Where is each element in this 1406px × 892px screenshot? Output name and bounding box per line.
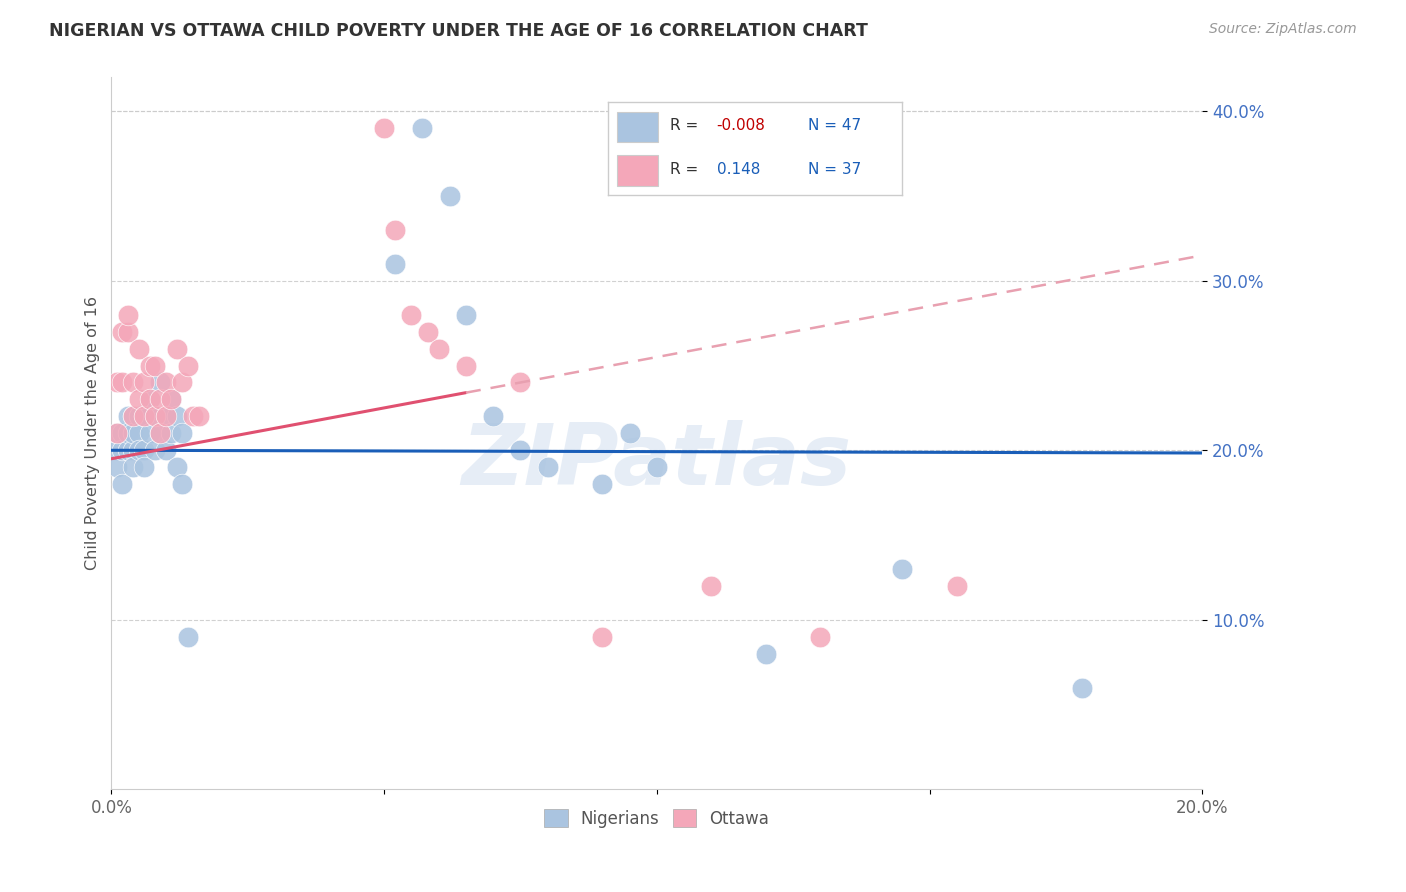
Point [149, 426, 172, 441]
Point [105, 426, 128, 441]
Point [645, 460, 668, 475]
Point [111, 477, 134, 491]
Point [172, 477, 194, 491]
Point [111, 376, 134, 390]
Point [128, 392, 150, 407]
Point [160, 392, 183, 407]
Point [128, 443, 150, 458]
Point [128, 342, 150, 356]
Point [454, 308, 477, 322]
Point [122, 460, 145, 475]
Point [181, 409, 204, 424]
Point [128, 426, 150, 441]
Point [427, 342, 450, 356]
Point [134, 443, 156, 458]
Point [810, 630, 832, 644]
Point [482, 409, 505, 424]
Point [509, 443, 531, 458]
Point [177, 359, 200, 373]
Point [105, 426, 128, 441]
Text: Source: ZipAtlas.com: Source: ZipAtlas.com [1209, 22, 1357, 37]
Point [117, 426, 139, 441]
Point [177, 630, 200, 644]
Point [138, 426, 160, 441]
Point [128, 409, 150, 424]
Point [946, 579, 969, 593]
Point [143, 359, 166, 373]
Point [134, 376, 156, 390]
Text: NIGERIAN VS OTTAWA CHILD POVERTY UNDER THE AGE OF 16 CORRELATION CHART: NIGERIAN VS OTTAWA CHILD POVERTY UNDER T… [49, 22, 868, 40]
Legend: Nigerians, Ottawa: Nigerians, Ottawa [537, 803, 776, 834]
Point [117, 308, 139, 322]
Point [143, 409, 166, 424]
Point [591, 630, 613, 644]
Point [155, 409, 177, 424]
Point [122, 426, 145, 441]
Point [138, 392, 160, 407]
Point [416, 325, 439, 339]
Point [111, 443, 134, 458]
Point [1071, 681, 1094, 695]
Point [138, 359, 160, 373]
Point [891, 562, 914, 576]
Y-axis label: Child Poverty Under the Age of 16: Child Poverty Under the Age of 16 [86, 296, 100, 570]
Point [122, 409, 145, 424]
Point [149, 376, 172, 390]
Point [537, 460, 560, 475]
Point [122, 443, 145, 458]
Point [111, 325, 134, 339]
Point [172, 376, 194, 390]
Point [134, 409, 156, 424]
Point [143, 409, 166, 424]
Point [166, 460, 188, 475]
Point [384, 223, 406, 237]
Point [155, 443, 177, 458]
Point [439, 189, 461, 203]
Point [755, 647, 778, 661]
Point [155, 376, 177, 390]
Point [117, 409, 139, 424]
Point [149, 392, 172, 407]
Point [160, 426, 183, 441]
Point [373, 121, 395, 136]
Point [134, 409, 156, 424]
Point [105, 376, 128, 390]
Point [384, 257, 406, 271]
Point [134, 460, 156, 475]
Point [105, 443, 128, 458]
Text: ZIPatlas: ZIPatlas [461, 420, 852, 503]
Point [138, 392, 160, 407]
Point [411, 121, 433, 136]
Point [149, 426, 172, 441]
Point [187, 409, 209, 424]
Point [619, 426, 641, 441]
Point [166, 409, 188, 424]
Point [122, 376, 145, 390]
Point [122, 409, 145, 424]
Point [117, 443, 139, 458]
Point [591, 477, 613, 491]
Point [105, 460, 128, 475]
Point [172, 426, 194, 441]
Point [454, 359, 477, 373]
Point [117, 325, 139, 339]
Point [401, 308, 423, 322]
Point [509, 376, 531, 390]
Point [700, 579, 723, 593]
Point [160, 392, 183, 407]
Point [155, 409, 177, 424]
Point [143, 443, 166, 458]
Point [111, 426, 134, 441]
Point [166, 342, 188, 356]
